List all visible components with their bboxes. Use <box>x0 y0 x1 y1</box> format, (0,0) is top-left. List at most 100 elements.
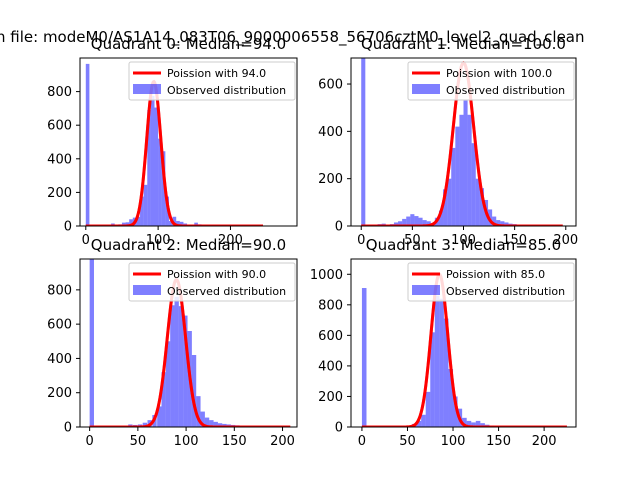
hist-bar <box>426 221 431 226</box>
hist-bar <box>462 417 467 427</box>
panel-title: Quadrant 2: Median=90.0 <box>91 236 286 254</box>
hist-bar <box>455 126 460 226</box>
hist-bar <box>453 396 458 427</box>
x-tick-label: 150 <box>222 434 247 449</box>
hist-bar <box>196 396 201 427</box>
y-tick-label: 600 <box>47 119 72 134</box>
hist-bar <box>402 218 407 226</box>
hist-bar <box>416 420 422 427</box>
panel-title: Quadrant 0: Median=94.0 <box>91 35 286 53</box>
y-tick-label: 400 <box>47 352 72 367</box>
axes-frame <box>79 258 298 428</box>
hist-bar <box>475 420 481 427</box>
hist-bar <box>161 372 166 427</box>
x-tick-label: 50 <box>399 434 416 449</box>
y-tick-label: 200 <box>318 172 343 187</box>
hist-bar <box>448 368 454 427</box>
plot-area <box>361 272 568 427</box>
hist-bar <box>439 298 444 427</box>
hist-bar <box>466 420 472 427</box>
hist-bar <box>161 151 166 226</box>
y-tick-label: 400 <box>47 152 72 167</box>
x-tick-label: 0 <box>358 434 366 449</box>
hist-bar <box>361 58 366 226</box>
hist-bar <box>85 63 90 226</box>
plot-area <box>84 63 264 226</box>
legend-hist-swatch <box>412 84 440 94</box>
hist-bar <box>150 95 155 226</box>
legend-box <box>407 61 575 101</box>
panels: 0 100 200 0 200 400 600 800 Quadrant 0: Median=9… <box>47 35 578 449</box>
hist-bar <box>176 220 180 226</box>
legend: Poission with 100.0 Observed distribution <box>407 61 575 101</box>
hist-bar <box>504 222 509 226</box>
hist-bar <box>213 421 218 427</box>
legend-fit-label: Poission with 90.0 <box>167 268 266 281</box>
hist-bar <box>174 296 179 427</box>
legend-box <box>407 262 575 302</box>
hist-bar <box>140 196 144 226</box>
legend: Poission with 90.0 Observed distribution <box>128 262 296 302</box>
hist-bar <box>496 220 501 226</box>
panel-0: 0 100 200 0 200 400 600 800 Quadrant 0: Median=9… <box>47 35 298 248</box>
hist-bar <box>143 184 148 226</box>
fit-curve <box>84 80 264 226</box>
y-tick-label: 0 <box>64 421 72 436</box>
fit-curve <box>361 272 568 427</box>
legend: Poission with 94.0 Observed distribution <box>128 61 296 101</box>
y-tick-label: 0 <box>64 220 72 235</box>
legend-hist-swatch <box>133 285 161 295</box>
hist-bar <box>430 332 435 427</box>
figure-suptitle: n file: modeM0/AS1A14_083T06_9000006558_… <box>0 28 585 47</box>
hist-bar <box>200 411 205 427</box>
hist-bar <box>467 114 472 226</box>
x-tick-label: 200 <box>532 434 557 449</box>
panel-1: 0 50 100 150 200 0 200 400 600 Quadrant 1: Median… <box>318 35 578 248</box>
x-tick-label: 50 <box>130 434 147 449</box>
y-tick-label: 600 <box>47 318 72 333</box>
plot-area <box>88 259 291 427</box>
x-tick-label: 150 <box>486 434 511 449</box>
panel-2: 0 50 100 150 200 0 200 400 600 800 Quadrant 2: Med… <box>47 236 298 449</box>
x-tick-label: 0 <box>86 434 94 449</box>
hist-bar <box>480 423 485 427</box>
x-tick-label: 100 <box>441 434 466 449</box>
hist-bar <box>125 222 130 226</box>
hist-bar <box>414 216 419 226</box>
x-tick-label: 0 <box>82 233 90 248</box>
x-tick-label: 100 <box>146 233 171 248</box>
hist-bar <box>165 196 169 226</box>
hist-bar <box>443 189 448 226</box>
x-tick-label: 150 <box>502 233 527 248</box>
legend: Poission with 85.0 Observed distribution <box>407 262 575 302</box>
hist-bar <box>165 341 171 427</box>
hist-bar <box>157 406 162 427</box>
hist-bar <box>492 216 497 226</box>
y-tick-label: 800 <box>47 283 72 298</box>
hist-bar <box>129 219 133 226</box>
hist-bar <box>361 288 367 427</box>
y-tick-label: 1000 <box>310 268 343 283</box>
hist-bar <box>475 178 480 226</box>
legend-hist-swatch <box>412 285 440 295</box>
hist-bar <box>406 216 411 226</box>
x-tick-label: 200 <box>553 233 578 248</box>
hist-bar <box>438 210 444 226</box>
hist-bar <box>154 107 159 226</box>
y-tick-label: 400 <box>318 359 343 374</box>
hist-bar <box>443 318 449 427</box>
legend-hist-label: Observed distribution <box>446 285 565 298</box>
legend-fit-label: Poission with 100.0 <box>446 67 552 80</box>
y-tick-label: 600 <box>318 78 343 93</box>
axes-frame <box>79 57 298 227</box>
hist-bar <box>158 138 162 226</box>
y-tick-label: 200 <box>318 390 343 405</box>
legend-box <box>128 61 296 101</box>
hist-bar <box>418 217 423 226</box>
hist-bar <box>459 114 464 226</box>
hist-bar <box>447 178 452 226</box>
y-tick-label: 800 <box>318 298 343 313</box>
y-tick-label: 0 <box>335 421 343 436</box>
hist-bar <box>172 216 177 226</box>
y-tick-label: 200 <box>47 386 72 401</box>
